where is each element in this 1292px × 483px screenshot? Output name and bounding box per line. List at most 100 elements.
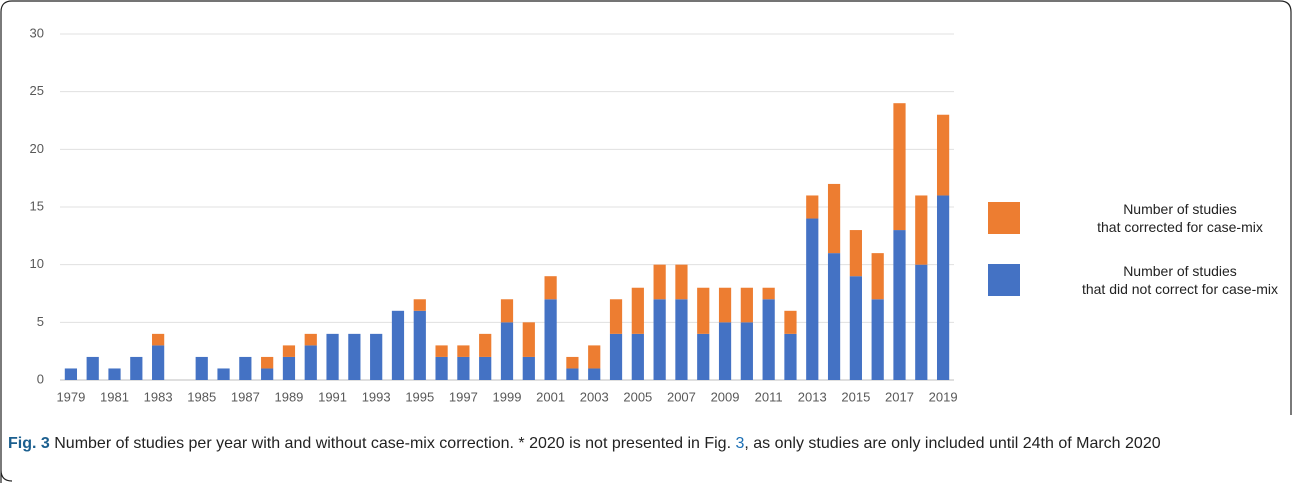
bar-segment — [544, 276, 557, 300]
bar-segment — [675, 264, 688, 300]
bar-segment — [631, 287, 644, 334]
legend-swatch — [988, 202, 1020, 234]
bar-segment — [239, 356, 252, 380]
bar-segment — [108, 368, 121, 380]
x-tick-label: 2017 — [885, 389, 914, 404]
bar-segment — [609, 299, 623, 334]
bar-segment — [479, 333, 492, 357]
bar-segment — [391, 310, 405, 380]
figure-ref[interactable]: 3 — [735, 435, 745, 452]
bar-segment — [849, 230, 862, 277]
bar-segment — [522, 322, 535, 357]
bar-segment — [936, 114, 950, 196]
bar-segment — [718, 287, 732, 323]
bar-segment — [893, 103, 906, 231]
bar-segment — [86, 356, 99, 380]
x-tick-label: 1989 — [274, 389, 303, 404]
bar-segment — [282, 356, 296, 380]
bar-segment — [152, 345, 165, 380]
bar-segment — [588, 345, 601, 369]
bar-segment — [282, 345, 296, 357]
x-tick-label: 2005 — [623, 389, 652, 404]
y-tick-label: 25 — [30, 83, 44, 98]
bar-segment — [762, 299, 775, 380]
bar-segment — [740, 287, 753, 323]
bar-segment — [806, 218, 819, 380]
bar-segment — [566, 368, 579, 380]
bar-segment — [348, 333, 361, 380]
bar-segment — [413, 299, 426, 311]
bar-segment — [871, 253, 884, 300]
bar-segment — [217, 368, 230, 380]
bar-segment — [435, 345, 448, 357]
bar-segment — [718, 322, 732, 380]
legend-label: Number of studies that corrected for case… — [1097, 201, 1263, 235]
bar-segment — [413, 310, 426, 380]
y-tick-label: 30 — [30, 25, 44, 40]
bar-segment — [915, 264, 928, 380]
x-tick-label: 1987 — [231, 389, 260, 404]
bar-segment — [261, 368, 274, 380]
bar-segment — [697, 333, 710, 380]
y-tick-label: 20 — [30, 141, 44, 156]
bar-segment — [915, 195, 928, 265]
bar-segment — [500, 299, 514, 323]
y-tick-label: 5 — [37, 314, 44, 329]
bar-segment — [500, 322, 514, 380]
bar-segment — [304, 333, 317, 346]
bar-segment — [871, 299, 884, 380]
y-tick-label: 0 — [37, 371, 44, 386]
bar-segment — [827, 183, 841, 254]
caption-text: , as only studies are only included unti… — [744, 435, 1161, 452]
bar-segment — [457, 345, 470, 357]
bar-segment — [370, 333, 383, 380]
x-tick-label: 1985 — [187, 389, 216, 404]
bar-segment — [762, 287, 775, 300]
x-tick-label: 2019 — [929, 389, 958, 404]
bar-segment — [326, 333, 339, 380]
bar-segment — [435, 356, 448, 380]
bar-segment — [544, 299, 557, 380]
y-tick-label: 15 — [30, 198, 44, 213]
bar-segment — [304, 345, 317, 380]
bar-segment — [479, 356, 492, 380]
x-tick-label: 1991 — [318, 389, 347, 404]
x-tick-label: 1981 — [100, 389, 129, 404]
x-tick-label: 1983 — [144, 389, 173, 404]
x-tick-label: 2015 — [841, 389, 870, 404]
bar-segment — [522, 356, 535, 380]
bar-segment — [675, 299, 688, 380]
x-tick-label: 2007 — [667, 389, 696, 404]
bar-segment — [653, 264, 666, 300]
x-tick-label: 2013 — [798, 389, 827, 404]
bar-segment — [740, 322, 753, 380]
x-tick-label: 1999 — [493, 389, 522, 404]
bar-segment — [784, 333, 797, 380]
bar-segment — [588, 368, 601, 380]
bar-segment — [631, 333, 644, 380]
bar-segment — [849, 276, 862, 380]
bar-segment — [653, 299, 666, 380]
x-tick-label: 2011 — [755, 389, 783, 404]
bar-segment — [784, 310, 797, 334]
bar-segment — [566, 356, 579, 369]
bar-segment — [936, 195, 950, 380]
x-tick-label: 1979 — [56, 389, 85, 404]
bar-segment — [893, 230, 906, 380]
legend-label: Number of studies that did not correct fo… — [1082, 263, 1278, 297]
x-tick-label: 1995 — [405, 389, 434, 404]
bar-segment — [697, 287, 710, 334]
caption-text: Number of studies per year with and with… — [54, 435, 736, 452]
caption: Fig. 3 Number of studies per year with a… — [8, 433, 1278, 455]
y-tick-label: 10 — [30, 256, 44, 271]
bar-segment — [261, 356, 274, 369]
x-tick-label: 2003 — [580, 389, 609, 404]
bar-segment — [806, 195, 819, 219]
bar-segment — [152, 333, 165, 346]
bar-segment — [609, 333, 623, 380]
bar-segment — [64, 368, 78, 380]
x-tick-label: 2001 — [536, 389, 565, 404]
